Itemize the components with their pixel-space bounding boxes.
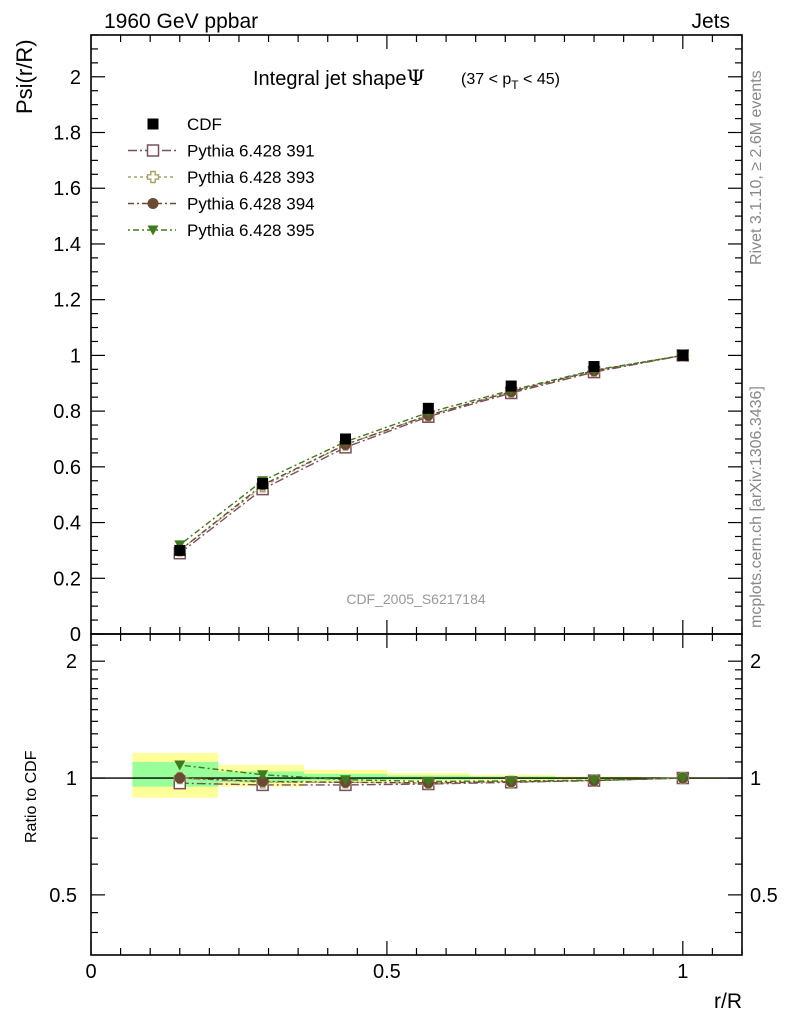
jets-label: Jets (691, 10, 730, 33)
rivet-version-label: Rivet 3.1.10, ≥ 2.6M events (748, 70, 765, 265)
legend-marker (146, 170, 160, 184)
main-y-tick-label: 0 (70, 624, 81, 646)
legend-item: Pythia 6.428 394 (128, 195, 315, 214)
main-y-axis-label: Psi(r/R) (12, 39, 37, 114)
x-tick-label: 1 (677, 961, 688, 983)
ratio-y-tick-label-right: 2 (750, 651, 761, 673)
main-y-tick-label: 0.6 (53, 457, 81, 479)
legend-label: CDF (187, 115, 222, 134)
ratio-y-axis-label: Ratio to CDF (23, 750, 40, 843)
x-tick-label: 0.5 (373, 961, 401, 983)
main-y-tick-label: 1.6 (53, 178, 81, 200)
main-series-line (179, 354, 683, 551)
main-series-line (179, 354, 683, 554)
legend-marker (147, 118, 159, 130)
main-y-tick-label: 0.4 (53, 513, 81, 535)
ratio-data-point (588, 775, 600, 786)
ratio-y-tick-label: 2 (66, 651, 77, 673)
legend-marker (146, 144, 160, 157)
main-data-point (505, 380, 517, 392)
legend: CDF Pythia 6.428 391 Pythia 6.428 393 Pythi… (128, 115, 315, 240)
legend-label: Pythia 6.428 394 (187, 195, 315, 214)
main-y-tick-label: 1.8 (53, 123, 81, 145)
x-tick-label: 0 (85, 961, 96, 983)
ratio-data-point (174, 760, 186, 771)
legend-label: Pythia 6.428 395 (187, 221, 315, 240)
main-y-tick-label: 0.2 (53, 568, 81, 590)
ratio-y-tick-label-right: 0.5 (750, 885, 778, 907)
legend-label: Pythia 6.428 393 (187, 168, 315, 187)
main-series-line (179, 354, 683, 546)
title-text: Integral jet shape (253, 68, 406, 90)
legend-label: Pythia 6.428 391 (187, 142, 315, 161)
main-series-line (179, 354, 683, 551)
main-data-point (588, 361, 600, 373)
ratio-data-point (677, 773, 689, 784)
ratio-data-point (257, 775, 269, 787)
main-data-point (422, 402, 434, 414)
main-data-point (174, 544, 186, 556)
legend-item: Pythia 6.428 391 (128, 142, 315, 161)
main-data-point (257, 478, 269, 490)
legend-item: Pythia 6.428 395 (128, 221, 315, 240)
x-axis-label: r/R (714, 990, 742, 1013)
ratio-data-point (339, 775, 351, 786)
main-y-tick-label: 1 (70, 345, 81, 367)
energy-label: 1960 GeV ppbar (104, 10, 258, 33)
main-y-tick-label: 0.8 (53, 401, 81, 423)
ratio-data-point (422, 776, 434, 787)
main-y-tick-label: 1.4 (53, 234, 81, 256)
analysis-watermark: CDF_2005_S6217184 (346, 591, 486, 607)
ratio-y-tick-label: 0.5 (49, 885, 77, 907)
legend-item: CDF (147, 115, 222, 134)
main-y-tick-label: 2 (70, 67, 81, 89)
ratio-y-tick-label-right: 1 (750, 768, 761, 790)
ratio-data-point (257, 770, 269, 781)
legend-marker (147, 198, 159, 209)
ratio-data-point (505, 776, 517, 787)
main-plot-title: Integral jet shapeΨ (253, 66, 425, 90)
mcplots-label: mcplots.cern.ch [arXiv:1306.3436] (748, 386, 765, 628)
title-pt-range: (37 < pT < 45) (461, 71, 560, 92)
legend-marker (147, 225, 159, 236)
legend-item: Pythia 6.428 393 (128, 168, 315, 187)
title-psi-symbol: Ψ (406, 66, 424, 90)
ratio-panel: 0.5 0.5 1 1 2 2 0 0.5 1 (49, 633, 778, 983)
main-data-point (339, 433, 351, 445)
ratio-data-point (174, 772, 186, 784)
main-data-point (677, 349, 689, 361)
ratio-y-tick-label: 1 (66, 768, 77, 790)
main-y-tick-label: 1.2 (53, 290, 81, 312)
